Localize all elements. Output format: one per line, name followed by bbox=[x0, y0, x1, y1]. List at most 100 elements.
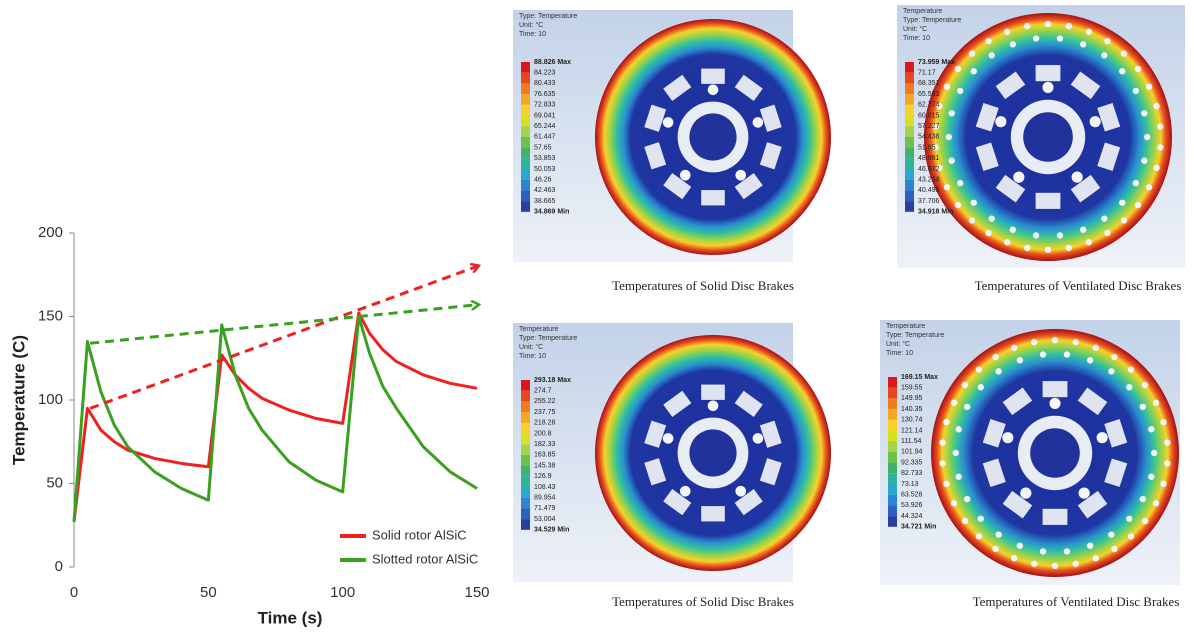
color-scale-box bbox=[905, 158, 914, 169]
vent-hole bbox=[969, 50, 975, 56]
color-scale-box bbox=[888, 409, 897, 420]
vent-hole bbox=[962, 382, 968, 388]
vent-hole bbox=[1004, 29, 1010, 35]
caption: Temperatures of Solid Disc Brakes bbox=[612, 594, 794, 609]
vent-hole bbox=[1066, 245, 1072, 251]
vent-hole bbox=[992, 354, 998, 360]
color-scale-label: 44.324 bbox=[901, 513, 923, 520]
vent-hole bbox=[1040, 351, 1046, 357]
color-scale-box bbox=[905, 62, 914, 73]
color-scale-box bbox=[521, 455, 530, 466]
vent-hole bbox=[955, 66, 961, 72]
color-scale-label: 200.8 bbox=[534, 430, 552, 437]
vent-hole bbox=[1157, 123, 1163, 129]
vent-hole bbox=[946, 134, 952, 140]
vent-hole bbox=[971, 68, 977, 74]
vent-hole bbox=[1087, 357, 1093, 363]
rotor-slot bbox=[1043, 381, 1068, 397]
vent-hole bbox=[1128, 533, 1134, 539]
vent-hole bbox=[939, 460, 945, 466]
bolt-hole bbox=[735, 486, 746, 497]
color-scale-label: 34.869 Min bbox=[534, 209, 569, 216]
color-scale-box bbox=[905, 94, 914, 105]
color-scale-label: 51.65 bbox=[918, 144, 936, 151]
color-scale-label: 163.85 bbox=[534, 452, 556, 459]
color-scale-box bbox=[521, 498, 530, 509]
vent-hole bbox=[1057, 232, 1063, 238]
sim-header: Temperature bbox=[519, 326, 558, 333]
vent-hole bbox=[1126, 384, 1132, 390]
series-line bbox=[74, 313, 477, 522]
vent-hole bbox=[1144, 134, 1150, 140]
vent-hole bbox=[1052, 337, 1058, 343]
vent-hole bbox=[1157, 144, 1163, 150]
color-scale-label: 218.28 bbox=[534, 420, 556, 427]
color-scale-box bbox=[521, 466, 530, 477]
y-tick-label: 50 bbox=[46, 474, 63, 491]
vent-hole bbox=[1033, 35, 1039, 41]
color-scale-box bbox=[905, 105, 914, 116]
x-tick-label: 50 bbox=[200, 584, 217, 601]
vent-hole bbox=[1101, 215, 1107, 221]
trend-arrow bbox=[90, 305, 477, 343]
vent-hole bbox=[943, 419, 949, 425]
color-scale-label: 76.635 bbox=[534, 91, 556, 98]
color-scale-label: 43.234 bbox=[918, 177, 940, 184]
color-scale-label: 274.7 bbox=[534, 388, 552, 395]
vent-hole bbox=[1153, 165, 1159, 171]
bolt-hole bbox=[1049, 398, 1060, 409]
color-scale-label: 63.528 bbox=[901, 492, 923, 499]
bolt-hole bbox=[680, 486, 691, 497]
vent-hole bbox=[1111, 354, 1117, 360]
color-scale-label: 34.529 Min bbox=[534, 527, 569, 534]
y-axis-label: Temperature (C) bbox=[9, 335, 28, 465]
vent-hole bbox=[995, 368, 1001, 374]
color-scale-label: 140.35 bbox=[901, 406, 923, 413]
sim-header: Temperature bbox=[886, 323, 925, 330]
color-scale-label: 46.072 bbox=[918, 166, 940, 173]
color-scale-box bbox=[521, 137, 530, 148]
vent-hole bbox=[1111, 546, 1117, 552]
vent-hole bbox=[1142, 382, 1148, 388]
color-scale-label: 89.954 bbox=[534, 495, 556, 502]
bolt-hole bbox=[708, 400, 719, 411]
vent-hole bbox=[1031, 561, 1037, 567]
color-scale-label: 149.95 bbox=[901, 395, 923, 402]
color-scale-box bbox=[521, 62, 530, 73]
color-scale-label: 72.833 bbox=[534, 102, 556, 109]
rotor-slot bbox=[701, 506, 725, 521]
color-scale-label: 73.13 bbox=[901, 481, 919, 488]
rotor-bore bbox=[1030, 428, 1080, 478]
color-scale-box bbox=[521, 126, 530, 137]
rotor-bore bbox=[1023, 112, 1073, 162]
vent-hole bbox=[1024, 245, 1030, 251]
color-scale-label: 80.433 bbox=[534, 80, 556, 87]
color-scale-label: 38.665 bbox=[534, 198, 556, 205]
color-scale-box bbox=[521, 519, 530, 530]
vent-hole bbox=[948, 110, 954, 116]
color-scale-box bbox=[905, 83, 914, 94]
color-scale-box bbox=[521, 180, 530, 191]
color-scale-label: 65.553 bbox=[918, 91, 940, 98]
bolt-hole bbox=[753, 117, 764, 128]
color-scale-box bbox=[888, 516, 897, 527]
sim-header: Unit: °C bbox=[519, 21, 543, 29]
bolt-hole bbox=[680, 170, 691, 181]
bolt-hole bbox=[663, 433, 674, 444]
vent-hole bbox=[955, 202, 961, 208]
vent-hole bbox=[964, 404, 970, 410]
vent-hole bbox=[1004, 239, 1010, 245]
sim-header: Time: 10 bbox=[519, 353, 546, 360]
color-scale-label: 71.479 bbox=[534, 505, 556, 512]
bolt-hole bbox=[1072, 172, 1083, 183]
vent-hole bbox=[944, 84, 950, 90]
vent-hole bbox=[1057, 35, 1063, 41]
vent-hole bbox=[1011, 345, 1017, 351]
color-scale-box bbox=[521, 201, 530, 212]
color-scale-box bbox=[888, 463, 897, 474]
vent-hole bbox=[976, 533, 982, 539]
caption: Temperatures of Ventilated Disc Brakes bbox=[973, 594, 1180, 609]
y-tick-label: 200 bbox=[38, 224, 63, 241]
vent-hole bbox=[992, 546, 998, 552]
color-scale-box bbox=[521, 73, 530, 84]
